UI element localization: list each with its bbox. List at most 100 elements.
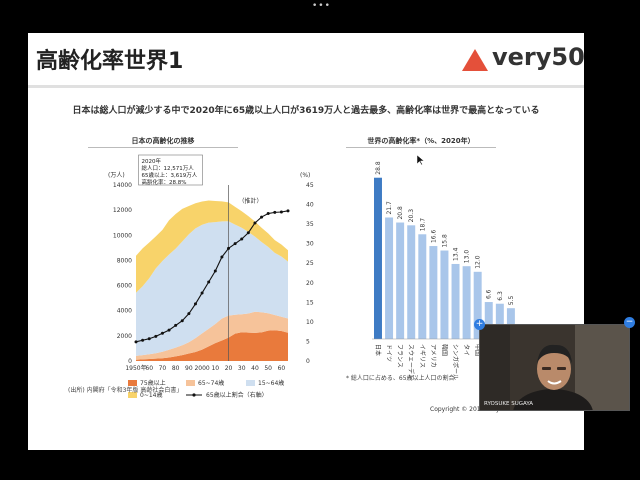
right-axis-unit: (%) (300, 172, 310, 179)
bar-category-label: 中国 (474, 344, 482, 356)
aging-rate-point (227, 246, 231, 250)
bar-value-label: 5.5 (508, 295, 515, 305)
bar-category-label: 日本 (374, 344, 382, 356)
mouse-cursor-icon (417, 155, 425, 165)
callout-line: 2020年 (142, 157, 162, 165)
bar-value-label: 20.8 (397, 206, 404, 220)
aging-rate-point (193, 302, 197, 306)
aging-rate-point (147, 337, 151, 341)
x-tick-label: 60 (278, 365, 286, 372)
bar (374, 177, 382, 339)
aging-rate-point (134, 340, 138, 344)
right-y-tick-label: 0 (306, 358, 310, 365)
right-y-tick-label: 20 (306, 280, 314, 287)
aging-rate-point (233, 242, 237, 246)
aging-rate-point (240, 237, 244, 241)
aging-rate-point (141, 338, 145, 342)
bar-value-label: 6.6 (486, 289, 493, 299)
aging-rate-point (246, 231, 250, 235)
bar-category-label: スウェーデン (407, 344, 415, 380)
legend-swatch (246, 380, 255, 386)
left-y-tick-label: 2000 (117, 333, 132, 340)
bar (396, 222, 405, 339)
right-y-tick-label: 15 (306, 299, 314, 306)
bar (451, 263, 460, 339)
left-y-tick-label: 8000 (117, 257, 132, 264)
presentation-slide: 高齢化率世界1 very50 日本は総人口が減少する中で2020年に65歳以上人… (28, 33, 585, 450)
right-chart-title-underline (346, 147, 496, 148)
legend-label: 15~64歳 (258, 379, 284, 387)
world-aging-rate-chart: 28.8 日本 21.7 ドイツ 20.8 フランス 20.3 スウェーデン 18.7 イギリス 1… (372, 161, 518, 380)
bar-value-label: 13.0 (464, 250, 471, 264)
callout-line: 65歳以上：3,619万人 (142, 171, 198, 179)
bar (495, 303, 504, 339)
aging-rate-point (220, 255, 224, 259)
area-series (136, 200, 288, 293)
bar-value-label: 16.6 (430, 229, 437, 243)
x-tick-label: 80 (172, 365, 180, 372)
bar-value-label: 20.3 (408, 209, 415, 223)
bar (484, 302, 493, 339)
legend-swatch (186, 380, 195, 386)
bar (385, 217, 394, 339)
participant-video-tile[interactable]: RYOSUKE SUGAYA (479, 324, 630, 411)
slide-headline: 日本は総人口が減少する中で2020年に65歳以上人口が3619万人と過去最多、高… (72, 106, 540, 116)
aging-rate-point (180, 319, 184, 323)
participant-video-feed (480, 325, 629, 410)
very50-logo: very50 (458, 43, 585, 75)
legend-label: 65~74歳 (198, 379, 224, 387)
legend-label: 65歳以上割合（右軸） (206, 391, 268, 399)
bar (462, 266, 471, 339)
minimize-video-icon[interactable]: − (624, 317, 635, 328)
x-tick-label: 20 (225, 365, 233, 372)
aging-rate-point (200, 291, 204, 295)
legend-label: 75歳以上 (140, 379, 166, 387)
area-series (136, 311, 288, 360)
aging-trend-chart: (万人) (%) 0 2000 4000 6000 8000 10000 12000 14000 0… (108, 154, 314, 399)
area-series (136, 330, 288, 361)
more-options-dots[interactable]: ••• (312, 1, 331, 11)
aging-rate-point (207, 280, 211, 284)
left-axis-unit: (万人) (108, 172, 125, 179)
chart-footnote: * 総人口に占める、65歳以上人口の割合 (346, 375, 455, 382)
x-tick-label: 90 (185, 365, 193, 372)
bar-value-label: 13.4 (453, 247, 460, 261)
aging-rate-point (279, 210, 283, 214)
bar (473, 271, 482, 339)
x-tick-label: 30 (238, 365, 246, 372)
bar-value-label: 21.7 (386, 201, 393, 215)
aging-rate-point (260, 215, 264, 219)
callout-box (138, 154, 203, 186)
left-y-tick-label: 0 (128, 358, 132, 365)
bar-category-label: アメリカ (429, 344, 436, 368)
aging-rate-point (174, 323, 178, 327)
aging-rate-point (253, 221, 257, 225)
left-chart-title: 日本の高齢化の推移 (131, 137, 195, 145)
legend-label: 0~14歳 (140, 391, 162, 399)
aging-rate-point (167, 328, 171, 332)
aging-rate-point (266, 212, 270, 216)
aging-rate-point (213, 269, 217, 273)
bar-value-label: 12.0 (475, 255, 482, 269)
x-tick-label: 60 (145, 365, 153, 372)
right-chart-title: 世界の高齢化率*（%、2020年） (367, 137, 475, 145)
add-participant-icon[interactable]: + (474, 319, 485, 330)
left-y-tick-label: 14000 (113, 182, 132, 189)
right-y-tick-label: 40 (306, 202, 314, 209)
aging-rate-point (273, 210, 277, 214)
bar-category-label: タイ (463, 344, 471, 356)
area-series (136, 221, 288, 356)
right-y-tick-label: 35 (306, 221, 314, 228)
legend-line-marker (192, 393, 196, 397)
x-tick-label: 40 (251, 365, 259, 372)
bar (440, 250, 449, 339)
logo-text: very50 (492, 43, 585, 71)
bar-category-label: シンガポール (452, 344, 460, 380)
right-y-tick-label: 10 (306, 319, 314, 326)
aging-rate-point (154, 334, 158, 338)
x-tick-label: 1950年 (125, 364, 146, 372)
right-y-tick-label: 25 (306, 260, 314, 267)
callout-line: 総人口：12,571万人 (142, 164, 195, 172)
bar-value-label: 18.7 (419, 218, 426, 232)
